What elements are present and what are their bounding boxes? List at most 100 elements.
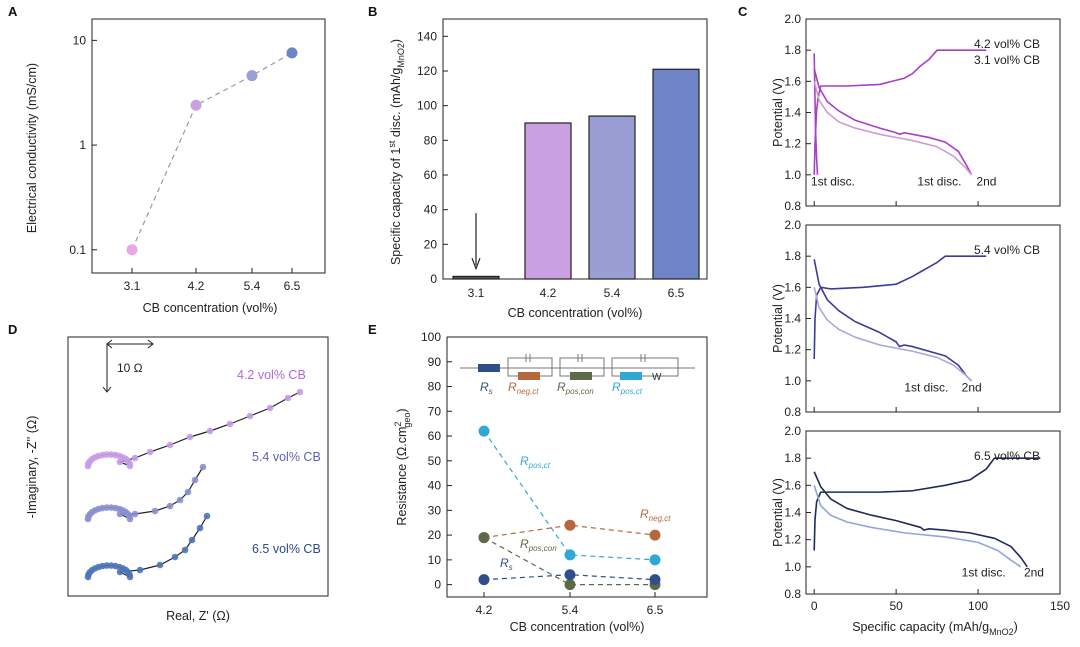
equivalent-circuit: W Rs Rneg,ct Rpos,con Rpos,ct (460, 354, 695, 396)
panel-c0-series-1 (813, 49, 987, 175)
panel-c-subplot-2: 0.8 1.0 1.2 1.4 1.6 1.8 2.0 Potential (V) 5.4 vo… (771, 218, 1061, 419)
nyquist-point-65-23 (203, 512, 211, 520)
panel-e-ytick-label-5: 50 (428, 454, 442, 468)
nyquist-point-42-26 (296, 388, 304, 396)
panel-e-xlabel: CB concentration (vol%) (510, 620, 645, 634)
panel-b-ytick-label-0: 0 (430, 272, 437, 286)
panel-c0-ytick-label-6: 2.0 (784, 12, 801, 26)
panel-c2-ytick-label-5: 1.8 (784, 451, 801, 465)
panel-c1-ytick-label-0: 0.8 (784, 405, 801, 419)
panel-a-point-5.4 (246, 70, 258, 82)
nyquist-point-42-15 (126, 462, 134, 470)
panel-e-point-rs-5.4 (564, 569, 576, 581)
panel-e-point-rnegct-5.4 (564, 519, 576, 531)
circuit-rneg-resistor (518, 372, 540, 380)
panel-b-ytick-label-7: 140 (417, 29, 437, 43)
panel-b-bar-5.4 (588, 115, 636, 280)
panel-c0-ytick-label-1: 1.0 (784, 168, 801, 182)
panel-b-xtick-label-1: 4.2 (540, 286, 557, 300)
nyquist-label-54: 5.4 vol% CB (252, 450, 321, 464)
nyquist-point-42-23 (246, 412, 254, 420)
panel-c0-label-1: 3.1 vol% CB (974, 53, 1040, 67)
nyquist-point-42-17 (131, 454, 139, 462)
circuit-label-rposct: Rpos,ct (612, 380, 643, 396)
nyquist-point-42-25 (284, 394, 292, 402)
panel-b-arrow-head (471, 257, 481, 271)
nyquist-point-42-22 (226, 420, 234, 428)
panel-a-ytick-label-1: 1 (79, 138, 86, 152)
panel-e-line-rs (483, 574, 656, 581)
circuit-label-rposcon: Rpos,con (557, 380, 594, 396)
panel-b-xlabel: CB concentration (vol%) (508, 306, 643, 320)
panel-e-point-rs-4.2 (478, 574, 490, 586)
panel-e-point-rposcon-4.2 (478, 532, 490, 544)
nyquist-point-42-21 (206, 427, 214, 435)
scale-bar-v-arrow (102, 386, 112, 393)
panel-b-ytick-label-6: 120 (417, 64, 437, 78)
panel-c-xtick-label-0: 0 (811, 599, 818, 613)
panel-e-ytick-label-9: 90 (428, 355, 442, 369)
panel-a-ylabel: Electrical conductivity (mS/cm) (25, 63, 39, 233)
panel-c1-ytick-label-5: 1.8 (784, 249, 801, 263)
panel-c2-ytick-label-6: 2.0 (784, 424, 801, 438)
panel-b-ytick-label-3: 60 (424, 168, 438, 182)
panel-e-point-rposct-5.4 (564, 549, 576, 561)
panel-c2-annot-1: 2nd (1024, 565, 1044, 579)
panel-c2-ytick-label-4: 1.6 (784, 478, 801, 492)
panel-c0-annot-0: 1st disc. (811, 175, 855, 189)
panel-d-ylabel: -Imaginary, -Z'' (Ω) (25, 416, 39, 519)
panel-e-point-rposct-4.2 (478, 425, 490, 437)
panel-c0-series-3 (813, 81, 973, 176)
panel-a-trend-line (131, 52, 293, 251)
panel-b-ytick-label-4: 80 (424, 133, 438, 147)
panel-c1-ytick-label-1: 1.0 (784, 374, 801, 388)
panel-b-xtick-label-3: 6.5 (668, 286, 685, 300)
panel-e-line-rposcon (483, 537, 655, 586)
nyquist-point-65-17 (136, 566, 144, 574)
panel-e-xtick-label-0: 4.2 (476, 603, 493, 617)
nyquist-point-42-19 (166, 441, 174, 449)
nyquist-point-54-22 (191, 476, 199, 484)
circuit-warburg: W (652, 372, 662, 383)
nyquist-point-65-19 (171, 553, 179, 561)
circuit-label-rneg: Rneg,ct (508, 380, 539, 396)
scale-bar-label: 10 Ω (117, 361, 143, 375)
panel-c-xtick-label-2: 100 (968, 599, 988, 613)
panel-c1-series-1 (813, 259, 973, 382)
panel-c0-label-0: 4.2 vol% CB (974, 37, 1040, 51)
panel-a-xtick-label-3: 6.5 (284, 279, 301, 293)
series-label-rs: Rs (500, 556, 513, 572)
panel-c2-ylabel: Potential (V) (771, 478, 785, 547)
panel-e-point-rposcon-5.4 (564, 579, 576, 591)
panel-a-point-4.2 (190, 99, 202, 111)
panel-c1-ytick-label-6: 2.0 (784, 218, 801, 232)
panel-a-letter: A (8, 4, 18, 19)
panel-c2-ytick-label-0: 0.8 (784, 587, 801, 601)
circuit-rs-resistor (478, 364, 500, 372)
panel-a-xtick-label-1: 4.2 (188, 279, 205, 293)
panel-c1-series-2 (813, 287, 973, 382)
panel-e-line-rposct (483, 430, 656, 561)
nyquist-point-54-18 (151, 507, 159, 515)
panel-c1-annot-0: 1st disc. (904, 381, 948, 395)
panel-c0-series-2 (813, 68, 973, 176)
nyquist-point-42-24 (266, 404, 274, 412)
panel-e-point-rnegct-6.5 (649, 529, 661, 541)
panel-c-xtick-label-1: 50 (889, 599, 903, 613)
panel-a-xtick-label-2: 5.4 (244, 279, 261, 293)
nyquist-point-42-16 (116, 458, 124, 466)
nyquist-point-54-15 (126, 515, 134, 523)
panel-c1-ytick-label-4: 1.6 (784, 280, 801, 294)
panel-a-point-3.1 (126, 244, 138, 256)
panel-a-xlabel: CB concentration (vol%) (143, 301, 278, 315)
panel-e-ylabel: Resistance (Ω.cm2geo) (393, 408, 412, 525)
panel-a: A 0.1 1 10 3.1 4.2 5.4 6.5 CB concentration (… (8, 4, 326, 315)
panel-b-ytick-label-5: 100 (417, 99, 437, 113)
panel-b: B 0 20 40 60 80 100 120 140 3.1 4.2 5.4 6.5 CB con… (368, 4, 708, 320)
panel-a-ytick-label-0: 0.1 (69, 243, 86, 257)
panel-b-ylabel: Specific capacity of 1st disc. (mAh/gMnO… (387, 39, 406, 265)
panel-e-frame (446, 336, 708, 598)
nyquist-point-54-23 (199, 463, 207, 471)
panel-c1-ylabel: Potential (V) (771, 284, 785, 353)
